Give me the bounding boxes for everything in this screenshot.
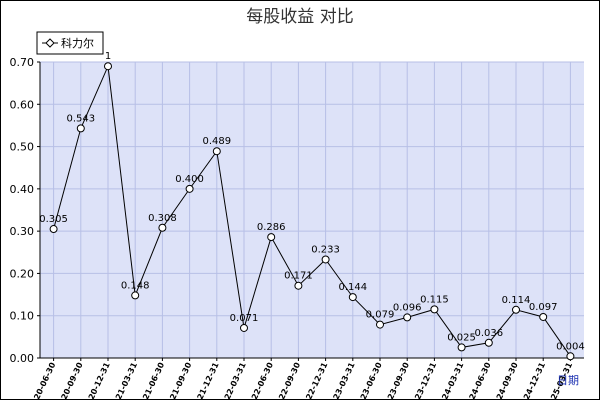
data-label: 1 (105, 51, 111, 62)
data-label: 0.308 (148, 213, 177, 224)
data-label: 0.079 (366, 310, 395, 321)
series-line (53, 64, 571, 357)
data-point (267, 233, 276, 242)
data-label: 0.004 (556, 341, 585, 352)
plot-background (40, 62, 584, 358)
y-tick-label: 0.50 (10, 141, 35, 154)
legend: 科力尔 (36, 31, 104, 55)
data-label: 0.144 (338, 282, 367, 293)
data-label: 0.114 (502, 295, 531, 306)
data-point (512, 305, 520, 314)
x-tick-label: 2024-12-31 (517, 361, 547, 400)
x-tick-label: 2024-09-30 (490, 361, 520, 400)
plot-area: 0.00 0.10 0.20 0.30 0.40 0.50 0.60 0.70 2020-06-… (10, 51, 585, 400)
data-point (185, 184, 194, 193)
y-tick-label: 0.40 (10, 183, 35, 196)
x-tick-label: 2023-12-31 (408, 361, 438, 400)
y-tick-label: 0.60 (10, 98, 35, 111)
x-tick-label: 2024-03-31 (436, 361, 466, 400)
data-label: 0.096 (393, 302, 422, 313)
y-tick-label: 0.10 (10, 310, 35, 323)
data-label: 0.148 (121, 280, 150, 291)
data-label: 0.400 (175, 174, 204, 185)
data-point (321, 255, 330, 264)
data-label: 0.543 (66, 113, 95, 124)
x-tick-label: 2021-09-30 (164, 361, 194, 400)
legend-box (36, 31, 104, 55)
legend-entry-label: 科力尔 (61, 36, 94, 50)
data-point (348, 293, 357, 302)
data-point (212, 147, 221, 156)
x-axis-title: 日期 (557, 374, 579, 387)
chart-title: 每股收益 对比 (246, 7, 353, 27)
data-label: 0.097 (529, 302, 558, 313)
x-tick-label: 2022-03-31 (218, 361, 248, 400)
data-point (430, 305, 439, 314)
legend-marker-icon (45, 38, 55, 48)
data-point (158, 223, 167, 232)
x-tick-label: 2020-09-30 (55, 361, 85, 400)
data-point (240, 323, 248, 332)
data-point (49, 225, 58, 234)
x-tick-label: 2023-09-30 (381, 361, 411, 400)
data-label: 0.171 (284, 271, 313, 282)
data-label: 0.115 (420, 294, 449, 305)
data-point (76, 124, 85, 133)
data-label: 0.025 (447, 332, 476, 343)
data-label: 0.305 (39, 214, 68, 225)
data-point (539, 312, 548, 321)
data-point (566, 352, 575, 361)
x-tick-label: 2023-03-31 (327, 361, 357, 400)
data-point (104, 62, 112, 71)
x-tick-label: 2020-12-31 (82, 361, 112, 400)
x-tick-label: 2022-12-31 (300, 361, 330, 400)
data-label: 0.071 (230, 313, 259, 324)
data-point (376, 320, 384, 329)
y-tick-label: 0.30 (10, 225, 35, 238)
x-tick-label: 2024-06-30 (463, 361, 493, 400)
x-tick-label: 2021-12-31 (191, 361, 221, 400)
data-label: 0.036 (474, 328, 503, 339)
x-tick-label: 2021-06-30 (136, 361, 166, 400)
data-label: 0.286 (257, 222, 286, 233)
x-tick-label: 2020-06-30 (28, 361, 58, 400)
data-point (294, 281, 303, 290)
data-point (484, 338, 493, 347)
data-point (457, 343, 466, 352)
y-tick-label: 0.00 (10, 352, 35, 365)
data-point (131, 291, 140, 300)
data-point (403, 313, 412, 322)
x-tick-label: 2023-06-30 (354, 361, 384, 400)
y-tick-label: 0.70 (10, 56, 35, 69)
y-tick-label: 0.20 (10, 267, 35, 280)
data-label: 0.233 (311, 244, 340, 255)
x-tick-label: 2021-03-31 (109, 361, 139, 400)
x-tick-label: 2022-09-30 (272, 361, 302, 400)
x-tick-label: 2022-06-30 (245, 361, 275, 400)
data-label: 0.489 (202, 136, 231, 147)
